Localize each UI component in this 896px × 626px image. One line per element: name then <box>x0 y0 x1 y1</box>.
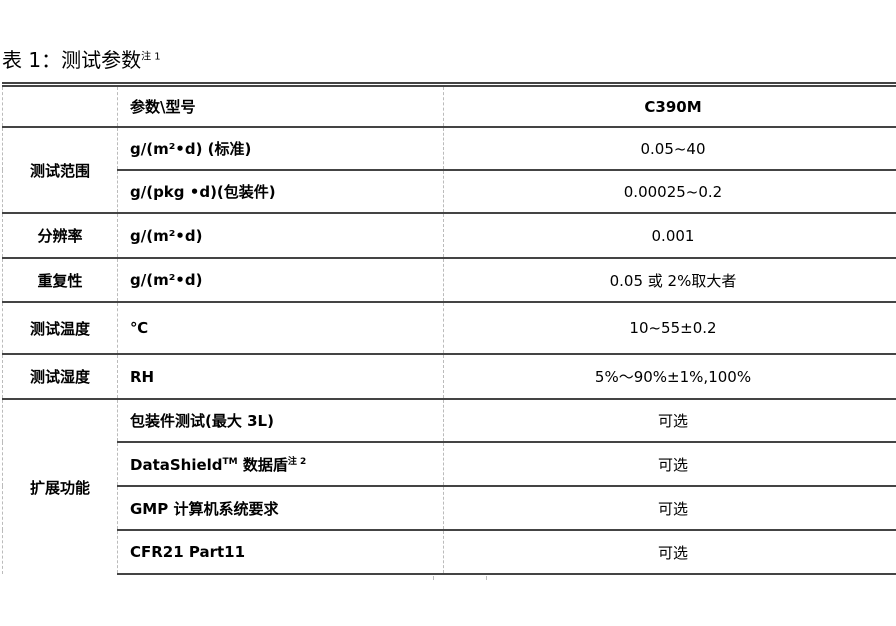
table-row: g/(pkg •d)(包装件) 0.00025~0.2 <box>3 169 896 213</box>
header-model: C390M <box>443 87 896 127</box>
table-row: 扩展功能 包装件测试(最大 3L) 可选 <box>2 398 896 574</box>
group-label: 测试湿度 <box>2 353 118 399</box>
group-label: 分辨率 <box>2 212 118 258</box>
table-row: 测试湿度 RH 5%～90%±1%,100% <box>2 353 896 399</box>
group-label: 扩展功能 <box>2 398 118 574</box>
trademark: TM <box>222 456 238 467</box>
param-cell: RH <box>117 353 444 399</box>
value-cell: 0.001 <box>443 212 896 258</box>
param-cell: DataShieldTM 数据盾注 2 <box>117 441 444 486</box>
table-row: CFR21 Part11 可选 <box>3 529 896 575</box>
value-cell: 可选 <box>443 441 896 486</box>
value-cell: 可选 <box>443 485 896 530</box>
group-label: 测试范围 <box>2 126 118 213</box>
table-header-row: 参数\型号 C390M <box>2 87 896 127</box>
param-cell: GMP 计算机系统要求 <box>117 485 444 530</box>
table-row: 分辨率 g/(m²•d) 0.001 <box>2 212 896 258</box>
value-cell: 可选 <box>443 398 896 442</box>
table-caption: 表 1：测试参数注 1 <box>2 44 161 73</box>
param-cell: g/(m²•d) <box>117 257 444 302</box>
value-cell: 10~55±0.2 <box>443 301 896 354</box>
caption-text: 表 1：测试参数 <box>2 48 142 72</box>
table-row: 测试温度 ℃ 10~55±0.2 <box>2 301 896 354</box>
table-top-rule <box>2 82 896 87</box>
header-param: 参数\型号 <box>117 87 444 127</box>
caption-note: 注 1 <box>141 51 161 63</box>
value-cell: 0.05~40 <box>443 126 896 170</box>
test-parameters-table: 参数\型号 C390M 测试范围 g/(m²•d) (标准) 0.05~40 g… <box>2 87 896 575</box>
value-cell: 0.00025~0.2 <box>443 169 896 213</box>
group-label: 测试温度 <box>2 301 118 354</box>
param-cell: ℃ <box>117 301 444 354</box>
value-cell: 可选 <box>443 529 896 575</box>
param-cell: g/(pkg •d)(包装件) <box>117 169 444 213</box>
param-cell: g/(m²•d) <box>117 212 444 258</box>
table-row: 测试范围 g/(m²•d) (标准) 0.05~40 <box>2 126 896 213</box>
param-note: 注 2 <box>287 456 307 467</box>
param-text: DataShield <box>130 455 223 474</box>
header-empty <box>2 87 118 127</box>
page-marker <box>433 576 487 580</box>
table-row: DataShieldTM 数据盾注 2 可选 <box>3 441 896 486</box>
group-label: 重复性 <box>2 257 118 302</box>
param-text: 数据盾 <box>237 455 288 474</box>
value-cell: 0.05 或 2%取大者 <box>443 257 896 302</box>
param-cell: 包装件测试(最大 3L) <box>117 398 444 442</box>
param-cell: g/(m²•d) (标准) <box>117 126 444 170</box>
value-cell: 5%～90%±1%,100% <box>443 353 896 399</box>
param-cell: CFR21 Part11 <box>117 529 444 575</box>
table-row: GMP 计算机系统要求 可选 <box>3 485 896 530</box>
table-row: 重复性 g/(m²•d) 0.05 或 2%取大者 <box>2 257 896 302</box>
